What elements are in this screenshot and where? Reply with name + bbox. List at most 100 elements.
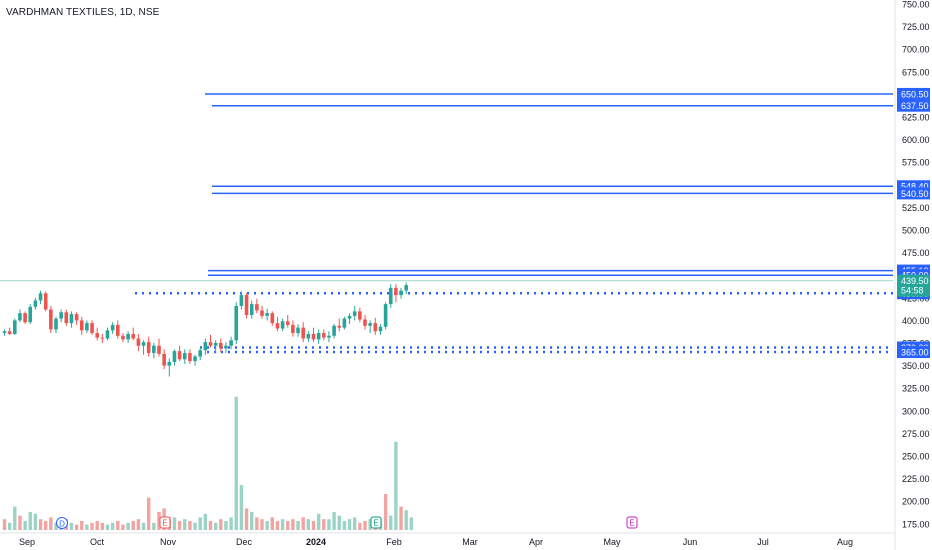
x-tick-label: Apr — [529, 537, 543, 547]
candle — [229, 336, 233, 350]
candle-body — [172, 351, 177, 362]
chart-title: VARDHMAN TEXTILES, 1D, NSE — [6, 7, 160, 18]
y-tick-label: 250.00 — [902, 452, 930, 462]
candle — [270, 311, 275, 326]
candle-body — [110, 324, 115, 331]
candle — [157, 338, 161, 357]
volume-bar — [219, 519, 223, 530]
resistance-price-label: 540.50 — [897, 187, 930, 200]
volume-bar — [136, 519, 141, 530]
candle — [337, 318, 342, 332]
candle — [193, 354, 197, 366]
x-tick-label: Feb — [386, 537, 402, 547]
candle-body — [85, 323, 89, 331]
volume-bar — [342, 521, 347, 530]
volume-bar — [353, 517, 357, 530]
candle-body — [285, 321, 290, 325]
volume-bar — [332, 512, 336, 530]
candle-body — [332, 325, 336, 336]
x-tick-label: Jul — [757, 537, 769, 547]
event-marker-e: E — [626, 516, 638, 529]
event-marker-d: D — [56, 517, 68, 529]
volume-bar — [90, 522, 94, 530]
candle — [33, 297, 38, 310]
volume-bar — [18, 515, 22, 530]
axis-label-text: 650.50 — [901, 89, 929, 99]
candle-body — [327, 335, 331, 338]
candle-body — [157, 345, 161, 354]
volume-bar — [157, 512, 161, 530]
candle — [394, 284, 398, 303]
candle — [352, 305, 357, 321]
y-tick-label: 400.00 — [902, 316, 930, 326]
candle-body — [358, 311, 362, 320]
volume-bar — [131, 521, 135, 530]
candle — [121, 333, 125, 343]
volume-bar — [152, 522, 156, 530]
candle — [74, 312, 79, 325]
candle — [141, 340, 146, 355]
volume-bar — [126, 522, 130, 530]
event-label: E — [373, 519, 378, 528]
candle-body — [337, 325, 342, 328]
candle-body — [347, 315, 352, 319]
y-tick-label: 600.00 — [902, 135, 930, 145]
axis-label-bg — [897, 187, 930, 200]
volume-bar — [188, 521, 192, 530]
volume-bar — [116, 521, 120, 530]
candle — [54, 316, 58, 334]
candle — [64, 309, 69, 326]
candle — [95, 327, 99, 341]
candle — [13, 318, 17, 335]
candle-body — [131, 333, 136, 339]
candle-body — [352, 311, 357, 316]
volume-bar — [203, 513, 208, 530]
x-tick-label: Jun — [683, 537, 698, 547]
candle — [358, 307, 362, 323]
support-price-label: 365.00 — [897, 346, 930, 359]
candle — [162, 349, 166, 370]
volume-bar — [322, 519, 326, 530]
volume-bar — [399, 506, 403, 530]
candle — [275, 316, 280, 332]
candle-body — [244, 295, 249, 315]
candle — [203, 338, 208, 355]
candle-body — [249, 304, 254, 315]
event-marker-e: E — [370, 516, 382, 529]
candle — [291, 320, 295, 337]
candle — [316, 329, 321, 344]
candle — [383, 302, 388, 330]
earnings-marker — [159, 516, 171, 529]
earnings-marker — [370, 516, 382, 529]
candle — [105, 327, 110, 341]
candle — [234, 302, 239, 344]
candle-body — [301, 327, 305, 339]
candle — [265, 308, 269, 321]
volume-bar — [347, 519, 352, 530]
candle-body — [49, 309, 53, 330]
candle — [131, 327, 136, 341]
volume-bar — [208, 521, 213, 530]
volume-bar — [244, 508, 249, 530]
volume-bar — [229, 517, 233, 530]
volume-bar — [311, 521, 316, 530]
volume-bar — [358, 522, 362, 530]
volume-bar — [213, 522, 218, 530]
candle — [399, 287, 403, 299]
candle-body — [182, 352, 187, 360]
candle-body — [146, 342, 151, 353]
x-tick-label: Dec — [236, 537, 253, 547]
candle-body — [291, 324, 295, 334]
candle-body — [208, 342, 213, 346]
candle — [327, 331, 331, 343]
candle-body — [322, 333, 326, 338]
candle-body — [126, 333, 130, 340]
candle-body — [2, 331, 7, 334]
candle-body — [280, 321, 285, 329]
volume-bar — [85, 524, 89, 530]
event-label: E — [629, 519, 634, 528]
candle-body — [265, 313, 269, 316]
y-tick-label: 300.00 — [902, 406, 930, 416]
